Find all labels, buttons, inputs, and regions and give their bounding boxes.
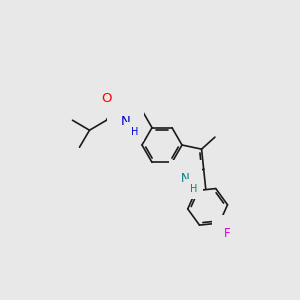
Text: N: N — [121, 115, 130, 128]
Text: O: O — [101, 92, 112, 105]
Text: H: H — [190, 184, 198, 194]
Text: N: N — [181, 172, 190, 185]
Text: H: H — [130, 127, 138, 137]
Text: F: F — [224, 226, 230, 240]
